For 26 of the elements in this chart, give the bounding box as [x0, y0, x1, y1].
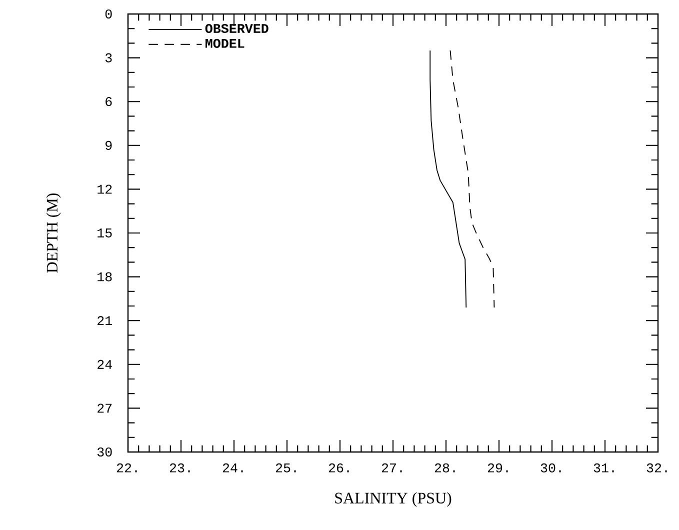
x-tick-label: 25. [276, 463, 296, 472]
y-tick-label: 3 [105, 53, 112, 62]
x-tick-label: 22. [116, 463, 137, 472]
legend-label: MODEL [206, 38, 244, 48]
y-tick-label: 15 [98, 228, 112, 238]
y-tick-label: 24 [98, 360, 112, 369]
y-tick-label: 12 [98, 184, 112, 194]
y-axis-title: DEPTH (M) [46, 193, 61, 273]
x-tick-label: 26. [328, 463, 349, 472]
y-tick-label: 0 [105, 9, 112, 19]
y-tick-label: 30 [97, 447, 112, 457]
y-tick-label: 27 [98, 404, 112, 413]
x-tick-label: 28. [434, 463, 455, 472]
x-tick-label: 29. [488, 463, 508, 472]
x-tick-label: 23. [170, 463, 190, 472]
x-tick-label: 24. [222, 463, 243, 472]
y-tick-label: 9 [106, 140, 112, 150]
y-tick-label: 6 [106, 97, 112, 106]
x-tick-label: 27. [382, 463, 402, 472]
y-tick-label: 21 [98, 316, 112, 326]
x-tick-label: 31. [594, 463, 614, 472]
y-tick-label: 18 [98, 272, 112, 282]
x-tick-label: 30. [540, 463, 561, 472]
x-tick-label: 32. [646, 463, 667, 472]
legend-label: OBSERVED [205, 24, 268, 34]
x-axis-title: SALINITY (PSU) [335, 492, 452, 507]
